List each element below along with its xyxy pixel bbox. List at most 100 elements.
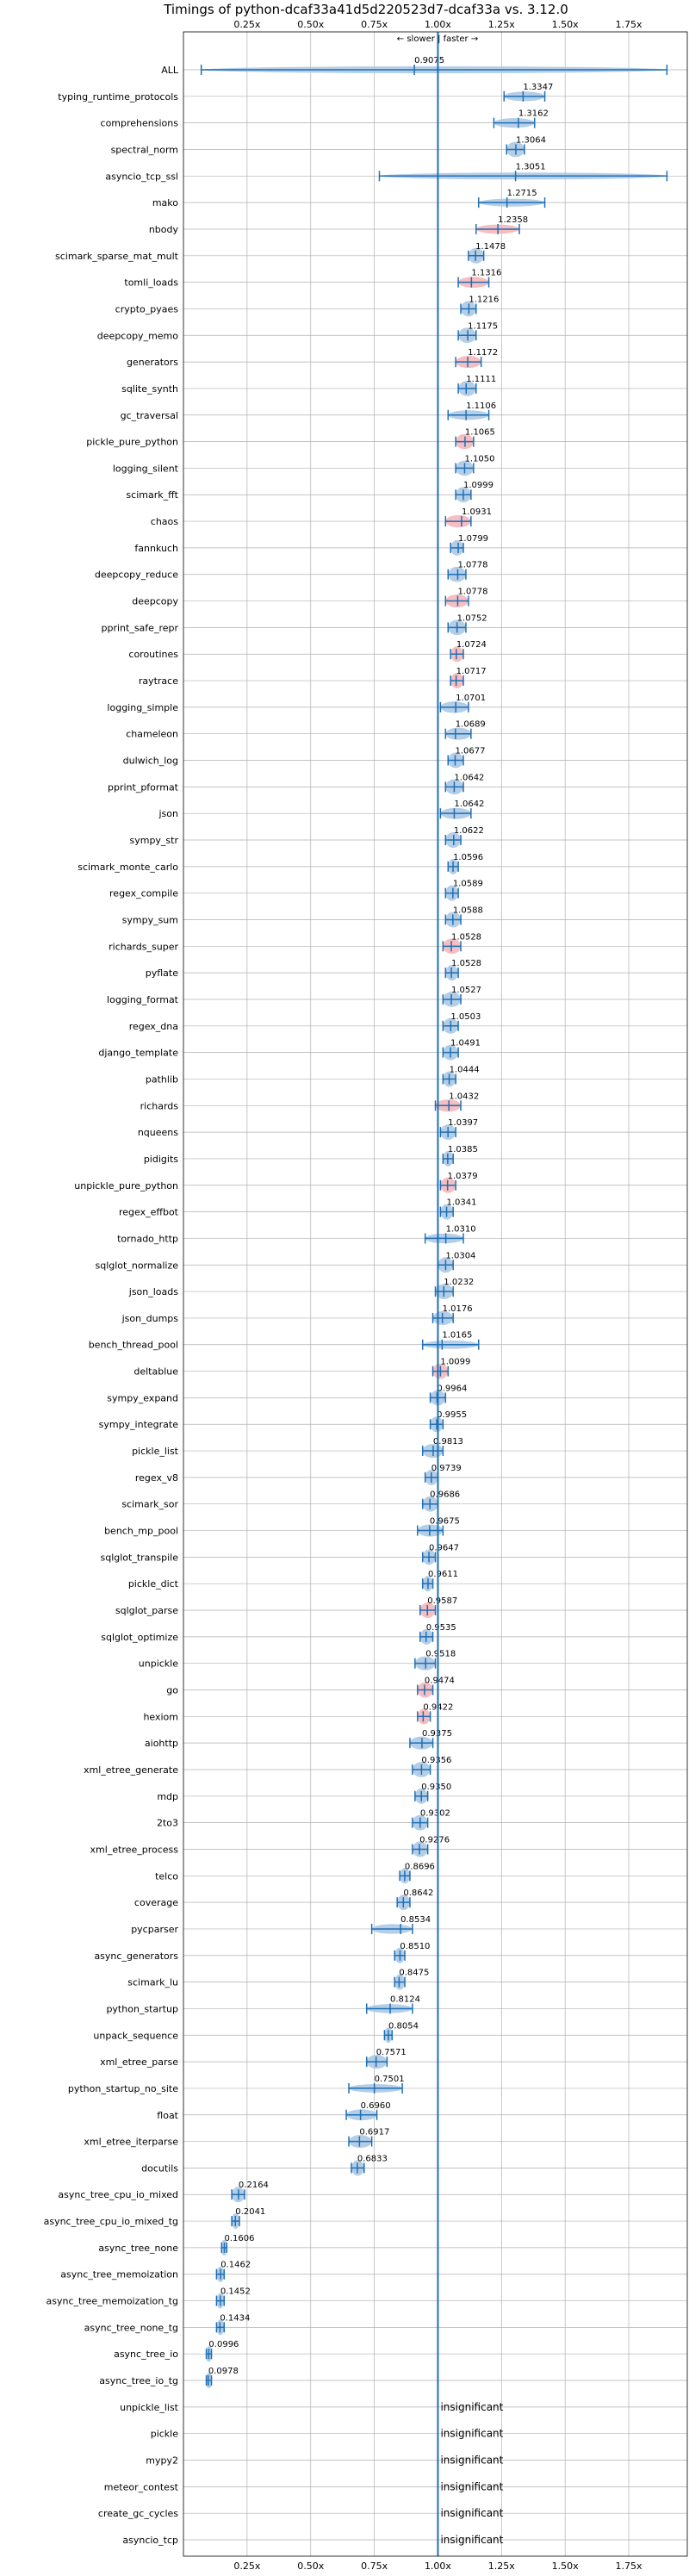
value-label: 0.8642 [403, 1888, 433, 1898]
benchmark-row: async_tree_cpu_io_mixed_tg 0.2041 [44, 2207, 265, 2230]
top-tick-label: 0.25x [233, 19, 260, 30]
benchmark-name: scimark_sor [121, 1499, 178, 1510]
value-label: 1.0724 [456, 640, 487, 650]
value-label: 1.0385 [448, 1145, 478, 1154]
value-label: 1.1175 [468, 321, 498, 331]
benchmark-name: regex_compile [109, 888, 178, 899]
bottom-tick-label: 1.50x [552, 2560, 579, 2572]
value-label: 1.2358 [498, 215, 528, 225]
benchmark-row: pathlib 1.0444 [146, 1065, 480, 1087]
benchmark-name: async_tree_memoization [60, 2269, 178, 2280]
benchmark-row: asyncio_tcp insignificant [122, 2534, 503, 2546]
benchmark-name: deepcopy_reduce [95, 569, 178, 581]
benchmark-row: comprehensions 1.3162 [101, 109, 549, 129]
benchmark-row: regex_compile 1.0589 [109, 880, 483, 901]
value-label: 1.0379 [448, 1172, 478, 1181]
value-label: 1.0701 [456, 694, 486, 703]
benchmark-name: deepcopy_memo [97, 330, 178, 341]
top-tick-label: 1.50x [552, 19, 579, 30]
benchmark-name: xml_etree_parse [100, 2056, 178, 2068]
benchmark-name: generators [127, 357, 178, 368]
benchmark-row: mdp 0.9350 [157, 1783, 451, 1804]
benchmark-name: richards_super [109, 941, 178, 952]
value-label: 0.9535 [426, 1623, 456, 1633]
x-axis-ticks: 0.25x 0.25x 0.50x 0.50x 0.75x 0.75x 1.00x 1.00x… [233, 19, 642, 2572]
value-label: 0.1452 [220, 2287, 251, 2297]
benchmark-row: scimark_fft 1.0999 [126, 481, 493, 503]
insignificant-label: insignificant [440, 2534, 503, 2546]
benchmark-row: pprint_pformat 1.0642 [108, 773, 484, 795]
benchmark-row: fannkuch 1.0799 [134, 534, 488, 556]
benchmark-name: scimark_sparse_mat_mult [55, 251, 179, 262]
benchmark-row: unpickle_pure_python 1.0379 [74, 1172, 478, 1193]
benchmark-name: sqlglot_parse [115, 1605, 178, 1616]
value-label: 1.0799 [458, 534, 488, 544]
benchmark-name: docutils [141, 2162, 178, 2174]
benchmark-row: tomli_loads 1.1316 [124, 269, 501, 289]
benchmark-name: comprehensions [101, 118, 179, 129]
benchmark-row: hexiom0.9422 [143, 1702, 453, 1725]
benchmark-name: json_loads [128, 1286, 178, 1297]
value-label: 1.0622 [454, 826, 484, 836]
benchmark-row: telco 0.8696 [155, 1862, 435, 1884]
benchmark-row: json_dumps 1.0176 [121, 1304, 473, 1325]
benchmark-name: pickle_pure_python [86, 437, 178, 448]
value-label: 1.0778 [457, 588, 487, 597]
benchmark-row: generators 1.1172 [127, 348, 498, 369]
benchmark-row: deepcopy_memo 1.1175 [97, 321, 498, 344]
benchmark-name: sqlglot_transpile [101, 1552, 179, 1563]
benchmark-row: meteor_contest insignificant [104, 2480, 504, 2492]
benchmark-name: bench_mp_pool [104, 1526, 178, 1537]
value-label: 1.0165 [442, 1331, 472, 1341]
benchmark-row: gc_traversal 1.1106 [121, 401, 497, 421]
benchmark-name: scimark_monte_carlo [78, 862, 178, 873]
insignificant-label: insignificant [440, 2480, 503, 2492]
value-label: 1.0503 [450, 1012, 481, 1022]
benchmark-row: sympy_expand 0.9964 [107, 1384, 467, 1406]
benchmark-row: sympy_str 1.0622 [129, 826, 484, 849]
value-label: 0.9356 [421, 1756, 451, 1765]
value-label: 1.0527 [451, 986, 481, 995]
benchmark-name: tornado_http [117, 1233, 178, 1244]
benchmark-row: xml_etree_generate 0.9356 [84, 1756, 451, 1777]
value-label: 1.0491 [450, 1039, 481, 1048]
value-label: 0.9276 [419, 1835, 450, 1845]
value-label: 0.9075 [414, 56, 444, 65]
benchmark-row: async_tree_io_tg 0.0978 [99, 2367, 239, 2389]
plot-frame [183, 31, 688, 2557]
value-label: 1.3064 [516, 135, 546, 145]
benchmark-name: python_startup_no_site [68, 2083, 178, 2094]
benchmark-name: xml_etree_iterparse [84, 2137, 178, 2148]
benchmark-row: python_startup_no_site 0.7501 [68, 2075, 405, 2094]
benchmark-name: richards [140, 1100, 179, 1111]
benchmark-name: spectral_norm [111, 144, 178, 155]
benchmark-row: xml_etree_parse 0.7571 [100, 2048, 407, 2069]
benchmark-row: pprint_safe_repr 1.0752 [102, 613, 487, 636]
value-label: 1.0528 [451, 932, 481, 942]
benchmark-name: chaos [151, 516, 178, 527]
benchmark-name: logging_simple [107, 702, 178, 713]
bottom-tick-label: 0.25x [233, 2560, 260, 2572]
benchmark-name: mdp [157, 1791, 178, 1802]
benchmark-name: dulwich_log [123, 756, 178, 767]
benchmark-name: regex_effbot [119, 1207, 179, 1218]
benchmark-name: pprint_safe_repr [102, 622, 179, 633]
bottom-tick-label: 1.75x [616, 2560, 642, 2572]
benchmark-row: richards_super 1.0528 [109, 932, 481, 955]
benchmark-name: logging_format [107, 994, 179, 1005]
benchmark-name: bench_thread_pool [89, 1340, 178, 1351]
benchmark-row: chaos 1.0931 [151, 507, 492, 528]
value-label: 0.6833 [357, 2154, 388, 2163]
benchmark-row: json_loads 1.0232 [128, 1278, 474, 1299]
value-label: 1.0689 [456, 720, 486, 730]
benchmark-row: logging_simple 1.0701 [107, 694, 486, 713]
value-label: 1.0099 [440, 1358, 470, 1367]
benchmark-name: asyncio_tcp [122, 2535, 178, 2546]
benchmark-name: sympy_integrate [99, 1419, 179, 1430]
value-label: 1.1172 [468, 348, 498, 358]
benchmark-row: spectral_norm 1.3064 [111, 135, 546, 158]
benchmark-rows: ALL 0.9075 typing_runtime_protocols 1.3347 c… [44, 32, 668, 2556]
benchmark-name: json [158, 808, 179, 819]
value-label: 1.1111 [466, 375, 496, 384]
benchmark-row: xml_etree_process 0.9276 [90, 1835, 450, 1857]
